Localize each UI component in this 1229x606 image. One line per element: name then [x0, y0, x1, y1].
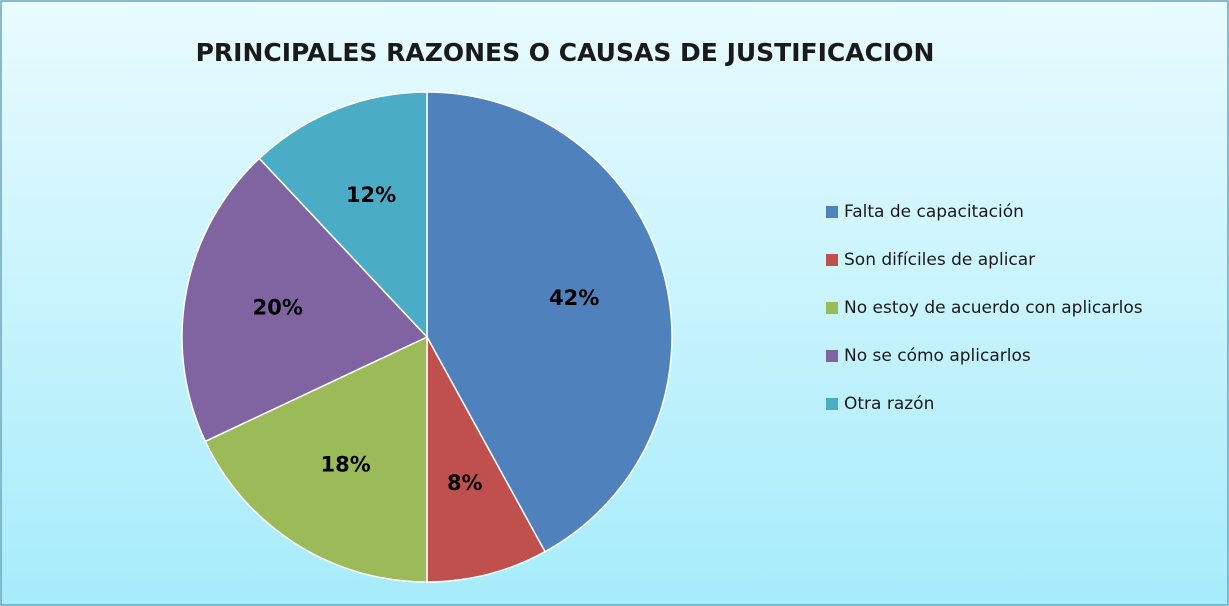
legend-label: No estoy de acuerdo con aplicarlos — [844, 298, 1143, 318]
data-label: 42% — [549, 286, 599, 310]
legend-label: Son difíciles de aplicar — [844, 250, 1035, 270]
data-label: 8% — [447, 471, 483, 495]
pie-slice — [258, 91, 428, 339]
legend-swatch — [826, 350, 838, 362]
pie-slice — [426, 91, 673, 553]
legend-swatch — [826, 398, 838, 410]
legend-swatch — [826, 254, 838, 266]
chart-title: PRINCIPALES RAZONES O CAUSAS DE JUSTIFIC… — [196, 38, 935, 67]
pie-slice — [181, 157, 429, 443]
data-label: 12% — [346, 183, 396, 207]
data-label: 20% — [253, 296, 303, 320]
legend-label: No se cómo aplicarlos — [844, 346, 1031, 366]
pie-slice — [204, 335, 428, 583]
legend-swatch — [826, 206, 838, 218]
legend-label: Falta de capacitación — [844, 202, 1024, 222]
data-label: 18% — [320, 452, 370, 476]
legend-swatch — [826, 302, 838, 314]
legend-label: Otra razón — [844, 394, 934, 414]
pie-slice — [426, 336, 547, 583]
